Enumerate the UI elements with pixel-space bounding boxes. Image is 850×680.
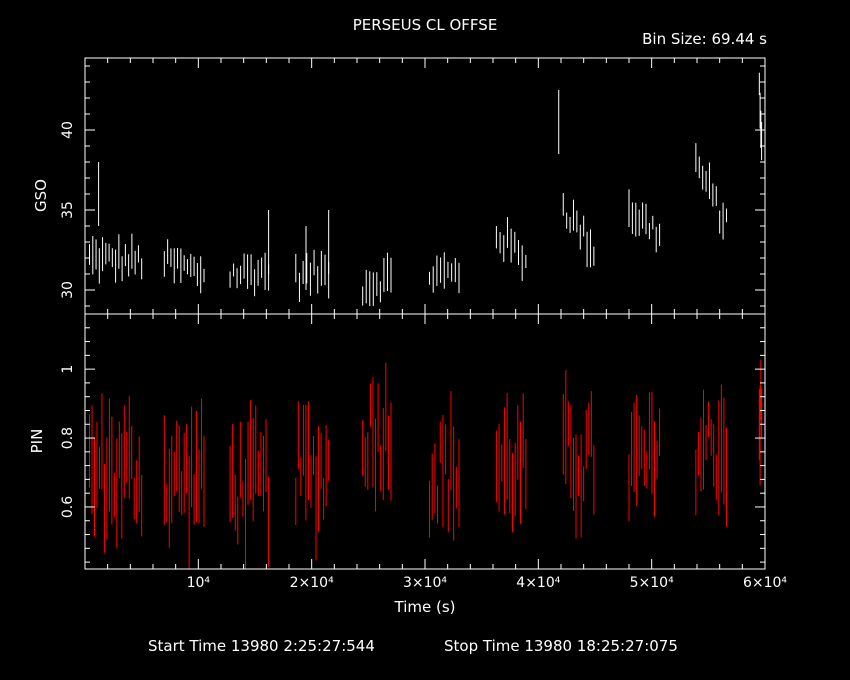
tick-label: 40 bbox=[60, 121, 76, 139]
stop-time-label: Stop Time 13980 18:25:27:075 bbox=[444, 637, 678, 655]
start-time-label: Start Time 13980 2:25:27:544 bbox=[148, 637, 375, 655]
axis-ticks bbox=[85, 58, 766, 569]
pin-data-points bbox=[89, 359, 763, 569]
tick-label: 0.8 bbox=[60, 427, 76, 449]
tick-label: 5×10⁴ bbox=[630, 575, 674, 591]
gso-y-axis-label: GSO bbox=[32, 179, 50, 212]
x-axis-label: Time (s) bbox=[394, 598, 456, 616]
tick-label: 3×10⁴ bbox=[403, 575, 447, 591]
gso-data-points bbox=[89, 72, 763, 307]
bin-size-label: Bin Size: 69.44 s bbox=[642, 30, 767, 48]
tick-label: 4×10⁴ bbox=[516, 575, 560, 591]
axis-tick-labels: 30 35 40 0.6 0.8 1 10⁴ 2×10⁴ 3×10⁴ 4×10⁴ 5×10⁴ 6×10… bbox=[60, 121, 787, 591]
tick-label: 6×10⁴ bbox=[743, 575, 787, 591]
chart-title: PERSEUS CL OFFSE bbox=[352, 16, 498, 34]
tick-label: 0.6 bbox=[60, 496, 76, 518]
tick-label: 1 bbox=[60, 365, 76, 374]
tick-label: 2×10⁴ bbox=[290, 575, 334, 591]
pin-y-axis-label: PIN bbox=[28, 428, 46, 454]
tick-label: 10⁴ bbox=[187, 575, 211, 591]
tick-label: 35 bbox=[60, 201, 76, 219]
tick-label: 30 bbox=[60, 281, 76, 299]
gso-panel-frame bbox=[84, 57, 766, 315]
